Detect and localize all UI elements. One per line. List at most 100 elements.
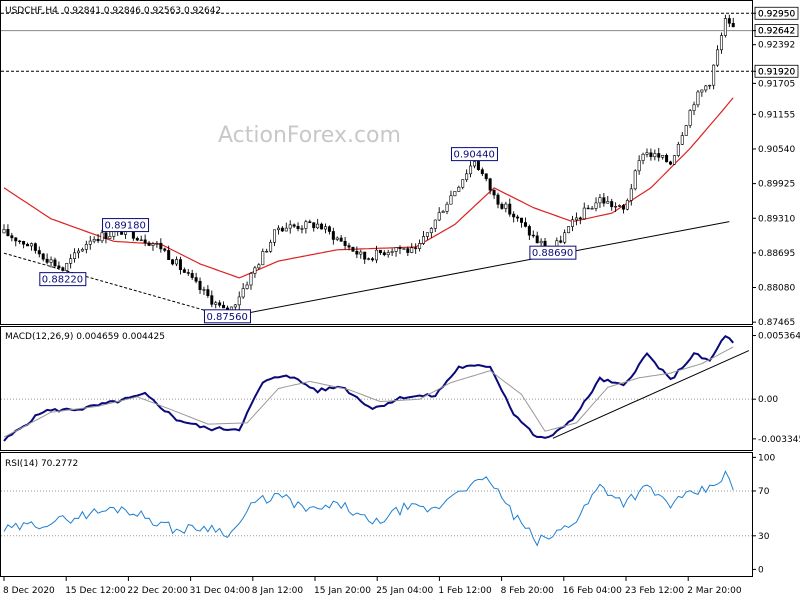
candle-body	[472, 161, 476, 167]
candle-body	[559, 240, 563, 243]
candle	[73, 248, 77, 263]
candle-body	[508, 203, 512, 215]
candle	[641, 152, 645, 165]
price-label-text: 0.89180	[105, 221, 146, 232]
candle	[210, 290, 214, 308]
candle	[657, 147, 661, 162]
price-level-label: 0.92642	[758, 27, 795, 37]
candle	[496, 192, 500, 209]
candle	[218, 300, 222, 308]
price-tick-label: 0.92642	[758, 27, 795, 37]
price-label-text: 0.87560	[206, 312, 247, 323]
candle-body	[304, 221, 308, 229]
candle	[335, 236, 339, 242]
candle	[610, 198, 614, 211]
candle	[516, 214, 520, 222]
candle-body	[414, 247, 418, 249]
candle-body	[308, 221, 312, 224]
candle-body	[641, 154, 645, 161]
candle-body	[719, 35, 723, 51]
candle	[237, 291, 241, 310]
candle-body	[335, 237, 339, 240]
time-tick-label: 1 Feb 12:00	[438, 586, 492, 596]
candle-body	[516, 216, 520, 219]
candle	[406, 246, 410, 257]
candle	[382, 250, 386, 257]
candle-body	[590, 208, 594, 210]
candle	[206, 285, 210, 298]
candle-body	[73, 252, 77, 259]
candle	[598, 194, 602, 208]
price-tick-label: 0.88695	[758, 249, 795, 259]
candle-body	[159, 242, 163, 250]
candle	[500, 202, 504, 210]
candle	[327, 225, 331, 235]
candle	[222, 301, 226, 309]
price-tick-label: 0.90540	[758, 145, 795, 155]
candle	[531, 230, 535, 238]
candle-body	[594, 202, 598, 209]
candle-body	[504, 203, 508, 209]
candle-body	[273, 229, 277, 243]
candle-body	[578, 217, 582, 220]
candle	[88, 235, 92, 250]
candle-body	[629, 188, 633, 201]
candle-body	[410, 247, 414, 253]
price-horizontal-lines: 0.92950 0.92642 0.91920	[1, 6, 799, 78]
price-trendlines	[3, 221, 730, 318]
price-label-text: 0.90440	[453, 150, 494, 161]
candle	[139, 235, 143, 241]
candle	[92, 236, 96, 244]
candle	[2, 224, 6, 234]
candle	[586, 204, 590, 210]
candle-body	[669, 161, 673, 165]
candle-body	[261, 251, 265, 266]
candle-body	[222, 304, 226, 309]
candle-body	[523, 222, 527, 227]
candle	[233, 304, 237, 310]
price-level-label: 0.92950	[758, 9, 795, 19]
candle	[276, 225, 280, 235]
candle-body	[96, 239, 100, 242]
candle-body	[461, 179, 465, 188]
candle-body	[206, 289, 210, 296]
price-label-box	[529, 245, 577, 260]
candle	[653, 149, 657, 161]
candle	[731, 17, 735, 28]
candle	[45, 253, 49, 265]
price-tick-label: 0.92392	[758, 41, 795, 51]
candle	[676, 141, 680, 158]
candle	[614, 202, 618, 212]
time-tick-label: 23 Feb 12:00	[625, 586, 684, 596]
candle-body	[657, 153, 661, 158]
candle-body	[26, 243, 30, 247]
candle-body	[182, 269, 186, 273]
candle	[245, 281, 249, 290]
candle	[708, 84, 712, 90]
candle	[398, 245, 402, 255]
candle	[147, 240, 151, 246]
price-level-label: 0.91920	[758, 67, 795, 77]
candle-body	[292, 224, 296, 227]
candle	[453, 191, 457, 197]
candle	[143, 234, 147, 247]
price-tick-label: 0.89925	[758, 180, 795, 190]
candle-body	[323, 226, 327, 230]
trendline	[227, 221, 730, 318]
candle-body	[378, 249, 382, 253]
candle-body	[484, 173, 488, 180]
price-axis: 0.92950 0.92642 0.92392 0.91920 0.91705 0.911…	[752, 9, 795, 328]
candle-body	[202, 289, 206, 291]
candle-body	[288, 224, 292, 229]
candle-body	[112, 231, 116, 237]
candle	[41, 252, 45, 262]
time-tick-label: 8 Feb 20:00	[501, 586, 555, 596]
candle	[422, 230, 426, 245]
candle-body	[488, 178, 492, 191]
candle-body	[567, 226, 571, 234]
candle-body	[445, 203, 449, 212]
candle-body	[621, 205, 625, 210]
watermark: ActionForex.com	[218, 123, 401, 148]
candle	[300, 225, 304, 234]
candle-body	[390, 251, 394, 253]
